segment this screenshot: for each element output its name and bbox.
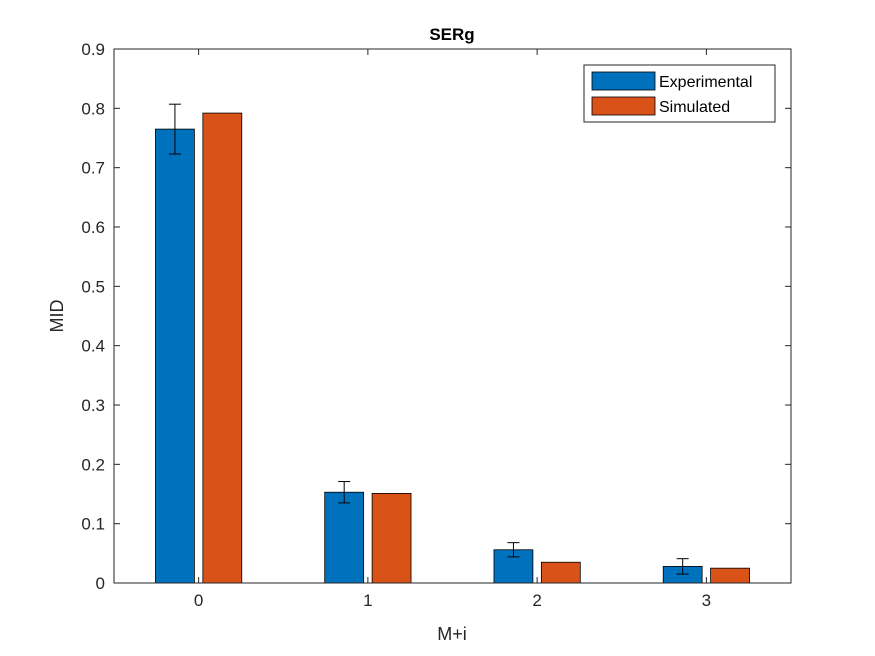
bars-layer bbox=[155, 112, 750, 584]
x-tick-label: 2 bbox=[532, 591, 541, 610]
bar-simulated-2 bbox=[540, 561, 581, 584]
x-tick-label: 0 bbox=[194, 591, 203, 610]
legend-label-experimental: Experimental bbox=[659, 74, 752, 91]
y-tick-label: 0.7 bbox=[81, 159, 105, 178]
bar-experimental-1 bbox=[324, 491, 365, 584]
y-tick-label: 0.1 bbox=[81, 515, 105, 534]
y-tick-label: 0.2 bbox=[81, 455, 105, 474]
y-tick-label: 0 bbox=[96, 574, 105, 593]
y-tick-label: 0.6 bbox=[81, 218, 105, 237]
y-tick-label: 0.8 bbox=[81, 99, 105, 118]
error-bars-layer bbox=[168, 103, 689, 575]
legend-swatch-simulated bbox=[591, 96, 656, 116]
legend-swatch-experimental bbox=[591, 71, 656, 91]
legend: Experimental Simulated bbox=[583, 64, 776, 123]
ticks-layer: 0 1 2 3 0 0.1 0.2 0.3 0.4 0.5 0.6 0.7 0.8 0.9 bbox=[81, 40, 791, 610]
y-tick-label: 0.4 bbox=[81, 337, 105, 356]
legend-label-simulated: Simulated bbox=[659, 99, 730, 116]
y-tick-label: 0.5 bbox=[81, 277, 105, 296]
x-tick-label: 3 bbox=[702, 591, 711, 610]
y-tick-label: 0.9 bbox=[81, 40, 105, 59]
x-axis-label: M+i bbox=[437, 624, 467, 644]
axes-box bbox=[113, 48, 792, 584]
chart-title: SERg bbox=[429, 25, 474, 44]
bar-simulated-3 bbox=[710, 567, 750, 584]
x-tick-label: 1 bbox=[363, 591, 372, 610]
bar-experimental-0 bbox=[155, 128, 195, 584]
y-tick-label: 0.3 bbox=[81, 396, 105, 415]
bar-simulated-1 bbox=[371, 493, 412, 584]
y-axis-label: MID bbox=[47, 300, 67, 333]
bar-simulated-0 bbox=[202, 112, 243, 584]
